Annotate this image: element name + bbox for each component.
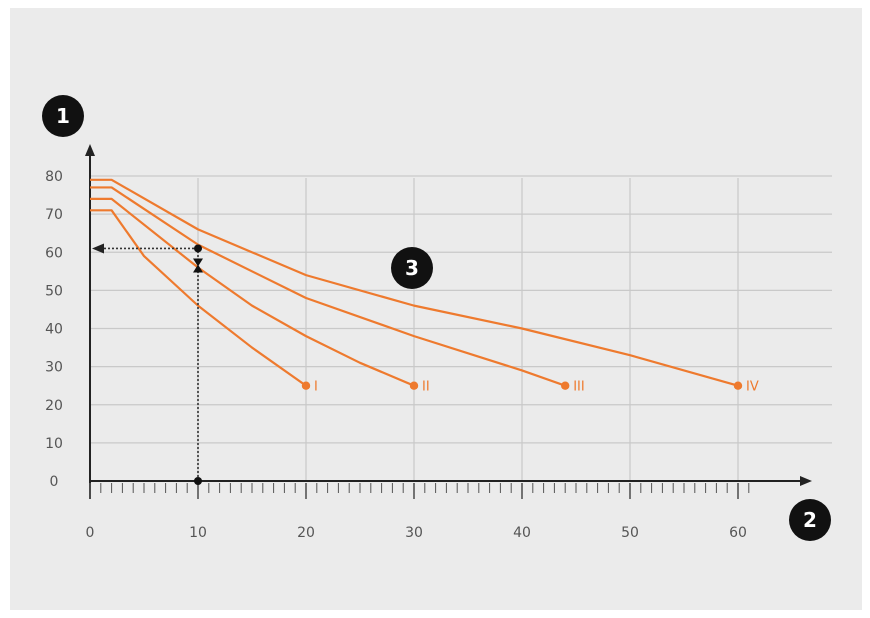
series-group: I II III IV	[89, 178, 759, 395]
y-tick-label: 60	[45, 245, 63, 261]
series-label-II: II	[422, 380, 430, 395]
tick-labels: 0 10 20 30 40 50 60 0 10 20 30 40 50 60 70 80	[45, 169, 747, 541]
annotation-badge-1	[42, 95, 84, 137]
series-line-III	[90, 186, 566, 387]
y-tick-label: 10	[45, 436, 63, 452]
x-tick-label: 0	[86, 525, 95, 541]
y-tick-label: 30	[45, 360, 63, 376]
reading-marker	[92, 243, 203, 485]
annotation-badge-label: 3	[405, 256, 419, 280]
annotation-badge-3	[391, 247, 433, 289]
annotation-badges: 1 2 3	[42, 95, 831, 541]
series-line-I	[90, 209, 307, 387]
series-endpoint-II	[409, 381, 419, 390]
axes	[85, 144, 812, 499]
y-axis-arrow	[85, 144, 95, 156]
series-label-IV: IV	[746, 380, 759, 395]
annotation-badge-label: 1	[56, 104, 70, 128]
x-tick-label: 30	[405, 525, 423, 541]
x-tick-label: 20	[297, 525, 315, 541]
y-tick-label: 80	[45, 169, 63, 185]
x-tick-label: 50	[621, 525, 639, 541]
x-axis-arrow	[800, 476, 812, 486]
x-tick-label: 40	[513, 525, 531, 541]
series-line-II	[90, 197, 415, 387]
reading-bracket-top	[193, 258, 203, 267]
reading-arrow	[92, 243, 104, 254]
y-tick-label: 50	[45, 283, 63, 299]
series-endpoint-III	[561, 381, 570, 390]
series-line-IV	[89, 178, 739, 387]
series-label-III: III	[573, 380, 585, 395]
y-tick-label: 0	[50, 474, 59, 490]
annotation-badge-label: 2	[803, 508, 817, 532]
series-label-I: I	[314, 380, 318, 395]
reading-base-dot	[194, 477, 202, 485]
reading-top-dot	[194, 244, 202, 253]
x-tick-label: 60	[729, 525, 747, 541]
series-endpoint-IV	[733, 381, 743, 390]
grid	[90, 175, 832, 481]
y-tick-label: 20	[45, 398, 63, 414]
x-tick-label: 10	[189, 525, 207, 541]
reading-bracket-bottom	[193, 264, 203, 273]
y-tick-label: 70	[45, 207, 63, 223]
annotation-badge-2	[789, 499, 831, 541]
series-endpoint-I	[301, 381, 311, 390]
chart-panel	[10, 8, 862, 610]
y-tick-label: 40	[45, 322, 63, 338]
